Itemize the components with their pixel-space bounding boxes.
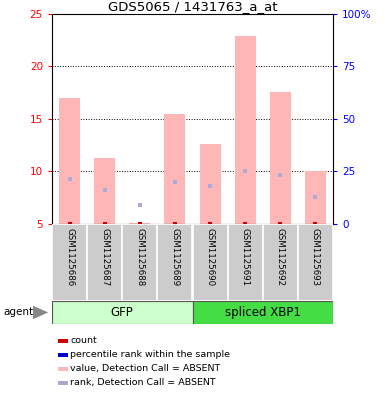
Text: GFP: GFP (111, 306, 134, 319)
Polygon shape (33, 306, 48, 319)
Bar (129, 223, 150, 224)
Bar (270, 92, 291, 224)
Text: value, Detection Call = ABSENT: value, Detection Call = ABSENT (70, 364, 221, 373)
Bar (58, 353, 69, 356)
Bar (59, 98, 80, 224)
Text: count: count (70, 336, 97, 345)
Text: GSM1125688: GSM1125688 (135, 228, 144, 286)
Bar (58, 339, 69, 343)
Bar (199, 144, 221, 224)
Text: GSM1125691: GSM1125691 (241, 228, 250, 286)
Bar (52, 301, 192, 324)
Bar (122, 224, 157, 301)
Bar (58, 381, 69, 385)
Bar (192, 301, 333, 324)
Text: GSM1125693: GSM1125693 (311, 228, 320, 286)
Text: GSM1125692: GSM1125692 (276, 228, 285, 286)
Text: GSM1125690: GSM1125690 (206, 228, 214, 286)
Text: GSM1125689: GSM1125689 (171, 228, 179, 286)
Bar (192, 224, 228, 301)
Bar (58, 367, 69, 371)
Text: agent: agent (4, 307, 34, 318)
Bar (298, 224, 333, 301)
Title: GDS5065 / 1431763_a_at: GDS5065 / 1431763_a_at (108, 0, 277, 13)
Bar (87, 224, 122, 301)
Text: GSM1125687: GSM1125687 (100, 228, 109, 286)
Bar (94, 158, 115, 224)
Text: spliced XBP1: spliced XBP1 (225, 306, 301, 319)
Text: GSM1125686: GSM1125686 (65, 228, 74, 286)
Text: percentile rank within the sample: percentile rank within the sample (70, 350, 230, 359)
Bar (157, 224, 192, 301)
Bar (52, 224, 87, 301)
Bar (228, 224, 263, 301)
Text: rank, Detection Call = ABSENT: rank, Detection Call = ABSENT (70, 378, 216, 387)
Bar (305, 171, 326, 224)
Bar (164, 114, 186, 224)
Bar (235, 36, 256, 224)
Bar (263, 224, 298, 301)
